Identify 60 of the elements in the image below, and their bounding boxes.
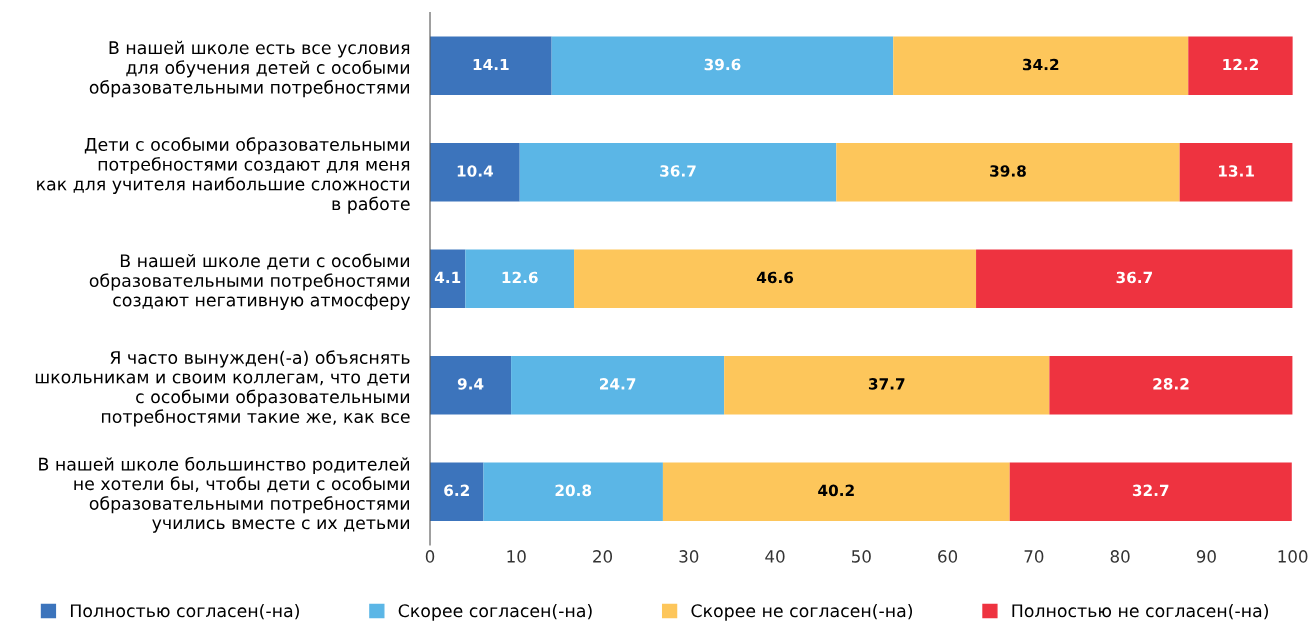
data-label: 36.7 bbox=[660, 165, 696, 177]
data-label: 14.1 bbox=[473, 58, 509, 71]
bar bbox=[1049, 355, 1293, 415]
bar bbox=[430, 249, 466, 309]
data-label: 13.1 bbox=[1219, 165, 1254, 177]
bar bbox=[430, 462, 484, 521]
bar bbox=[430, 355, 512, 415]
bar bbox=[893, 36, 1189, 96]
data-label: 34.2 bbox=[1022, 58, 1059, 71]
data-label: 39.6 bbox=[704, 58, 741, 71]
bar bbox=[836, 143, 1180, 202]
legend-label: Полностью не согласен(-на) bbox=[1012, 603, 1268, 620]
data-label: 36.7 bbox=[1116, 271, 1152, 284]
y-tick-label: В нашей школе дети с особыми образовательными потребностями создают негативную атмосферу bbox=[89, 253, 411, 310]
x-tick-label: 80 bbox=[1110, 550, 1130, 563]
bar bbox=[1179, 143, 1293, 202]
bar bbox=[430, 36, 552, 96]
bar bbox=[976, 249, 1293, 309]
data-label: 37.7 bbox=[868, 378, 905, 390]
bar bbox=[551, 36, 894, 96]
data-label: 46.6 bbox=[756, 271, 794, 284]
x-tick-label: 50 bbox=[852, 550, 871, 563]
y-tick-label: В нашей школе большинство родителей не хотели бы, чтобы дети с особыми образовательными потребностями учились вместе с их детьми bbox=[39, 456, 409, 533]
data-label: 12.6 bbox=[502, 271, 538, 284]
data-label: 12.2 bbox=[1223, 58, 1258, 71]
data-label: 39.8 bbox=[990, 165, 1026, 177]
y-tick-label: В нашей школе есть все условия для обучения детей с особыми образовательными потребностями bbox=[89, 40, 410, 98]
bar bbox=[1009, 462, 1292, 521]
legend-label: Скорее согласен(-на) bbox=[398, 603, 592, 621]
x-tick-label: 0 bbox=[425, 550, 435, 563]
bar bbox=[1188, 36, 1293, 96]
bar bbox=[519, 143, 837, 202]
legend-label: Скорее не согласен(-на) bbox=[691, 603, 913, 621]
x-tick-label: 40 bbox=[765, 550, 785, 563]
data-label: 10.4 bbox=[457, 165, 494, 177]
data-label: 32.7 bbox=[1132, 484, 1169, 497]
bar bbox=[430, 143, 520, 202]
bar bbox=[662, 462, 1010, 521]
x-tick-label: 90 bbox=[1196, 550, 1216, 563]
x-tick-label: 100 bbox=[1278, 550, 1308, 563]
bar bbox=[511, 355, 725, 415]
bar bbox=[574, 249, 977, 309]
data-label: 28.2 bbox=[1153, 378, 1189, 390]
x-tick-label: 20 bbox=[593, 550, 613, 563]
y-tick-label: Я часто вынужден(-а) объяснять школьникам и своим коллегам, что дети с особыми образовательными потребностями такие же, как все bbox=[35, 350, 410, 427]
x-tick-label: 60 bbox=[938, 550, 958, 563]
data-label: 40.2 bbox=[818, 484, 854, 497]
bar bbox=[465, 249, 575, 309]
bar bbox=[483, 462, 663, 521]
x-tick-label: 30 bbox=[679, 550, 699, 563]
data-label: 20.8 bbox=[555, 484, 592, 497]
x-tick-label: 10 bbox=[507, 550, 526, 563]
data-label: 24.7 bbox=[599, 378, 636, 390]
y-tick-label: Дети с особыми образовательными потребностями создают для меня как для учителя наибольшие сложности в работе bbox=[37, 137, 410, 214]
bar bbox=[724, 355, 1050, 415]
data-label: 6.2 bbox=[444, 484, 469, 497]
legend-label: Полностью согласен(-на) bbox=[70, 603, 299, 620]
x-tick-label: 70 bbox=[1024, 550, 1044, 563]
data-label: 9.4 bbox=[457, 378, 484, 390]
data-label: 4.1 bbox=[434, 271, 461, 283]
